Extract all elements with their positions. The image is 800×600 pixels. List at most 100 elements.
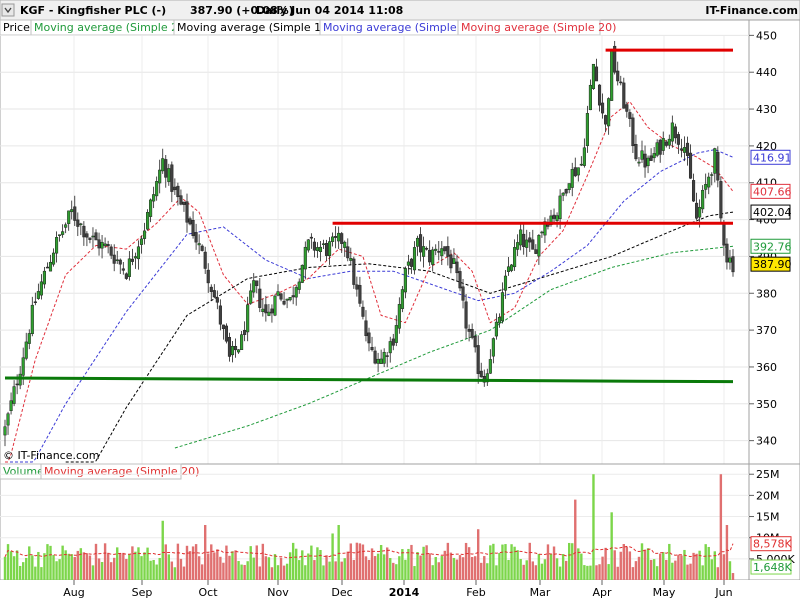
- volume-bar: [343, 558, 346, 580]
- volume-bar: [677, 554, 680, 580]
- volume-bar: [665, 559, 668, 580]
- candle-body: [400, 289, 404, 309]
- trend-lines: [4, 48, 734, 384]
- candle-body: [209, 286, 213, 292]
- candle-body: [652, 153, 656, 159]
- candle-body: [328, 241, 332, 257]
- volume-bar: [640, 543, 644, 580]
- volume-bar: [170, 561, 174, 580]
- volume-bar: [61, 545, 64, 580]
- candle-body: [552, 214, 556, 219]
- volume-bar: [340, 561, 343, 580]
- volume-bar: [525, 560, 528, 580]
- legend-sma100: Moving average (Simple 100): [177, 21, 339, 34]
- header-collapse-icon[interactable]: [1, 3, 15, 17]
- candle-body: [291, 295, 295, 298]
- candle-body: [619, 81, 623, 84]
- price-tick-label: 350: [756, 398, 777, 411]
- candle-body: [343, 241, 347, 248]
- candle-body: [264, 304, 268, 314]
- volume-bar: [207, 553, 210, 580]
- candle-body: [115, 259, 119, 262]
- time-axis-labels: Aug Sep Oct Nov Dec 2014 Feb Mar Apr May Jun: [63, 580, 733, 599]
- volume-bar: [486, 563, 489, 580]
- candle-body: [240, 334, 244, 350]
- value-tag-sma20: [750, 183, 791, 199]
- candle-body: [570, 169, 574, 188]
- volume-bar: [461, 557, 465, 580]
- candle-body: [70, 209, 74, 213]
- volume-bar: [716, 567, 720, 580]
- candle-body: [661, 138, 665, 151]
- candle-body: [543, 221, 547, 236]
- candle-body: [312, 241, 316, 251]
- volume-bar: [428, 553, 431, 580]
- candle-body: [91, 235, 95, 238]
- candle-body: [161, 158, 165, 172]
- time-tick-label: Nov: [267, 586, 289, 599]
- candle-body: [361, 306, 365, 317]
- volume-legend-bar: Volume Moving average (Simple 20): [0, 463, 199, 480]
- candle-body: [155, 181, 159, 197]
- candle-body: [585, 113, 589, 146]
- volume-bar: [361, 544, 365, 580]
- volume-bar: [349, 543, 352, 580]
- volume-bar: [519, 558, 522, 580]
- volume-bar: [634, 561, 638, 580]
- volume-bar: [555, 558, 559, 580]
- legend-volume-ma-tab[interactable]: [40, 463, 182, 480]
- candle-body: [582, 147, 586, 166]
- price-tick-label: 450: [756, 29, 777, 42]
- candle-body: [164, 159, 168, 178]
- candle-body: [191, 220, 195, 236]
- candle-body: [710, 174, 714, 176]
- candle-body: [127, 258, 131, 277]
- volume-bar: [6, 544, 10, 580]
- price-tick-label: 440: [756, 66, 777, 79]
- candle-body: [61, 231, 65, 235]
- candle-body: [464, 301, 468, 329]
- volume-bar: [373, 556, 377, 580]
- candle-body: [358, 285, 362, 304]
- candle-body: [616, 70, 620, 82]
- volume-bar: [455, 559, 459, 580]
- candle-body: [692, 180, 696, 202]
- volume-bar: [291, 542, 295, 580]
- volume-bar: [467, 547, 471, 580]
- candle-body: [130, 258, 134, 262]
- candle-body: [21, 357, 25, 376]
- volume-bar: [449, 552, 453, 580]
- volume-bar: [267, 557, 271, 580]
- candle-body: [698, 207, 702, 218]
- volume-last-tag-label: 1,648K: [753, 561, 792, 574]
- volume-bar: [379, 544, 383, 580]
- candle-body: [613, 45, 617, 73]
- candle-body: [370, 346, 374, 351]
- volume-bar: [97, 558, 101, 580]
- candle-body: [315, 247, 319, 251]
- candle-body: [634, 144, 638, 160]
- candle-body: [725, 243, 729, 263]
- period-date: Daily Jun 04 2014 11:08: [256, 4, 403, 17]
- volume-bar: [185, 545, 189, 580]
- volume-bar: [109, 562, 113, 580]
- volume-bar: [225, 545, 228, 580]
- volume-bar: [416, 552, 419, 580]
- candle-body: [282, 300, 286, 305]
- site-name: IT-Finance.com: [705, 4, 798, 17]
- candle-body: [276, 291, 280, 296]
- volume-bar: [561, 554, 565, 580]
- volume-bar: [646, 548, 650, 580]
- candle-body: [318, 246, 323, 252]
- candle-body: [285, 298, 289, 301]
- candle-body: [467, 328, 471, 332]
- volume-bar: [628, 551, 632, 580]
- candle-body: [701, 189, 705, 210]
- candle-body: [682, 147, 687, 153]
- candle-body: [206, 269, 210, 284]
- volume-bar: [707, 546, 710, 580]
- volume-bar: [731, 573, 735, 580]
- candle-body: [658, 139, 662, 155]
- volume-bar: [431, 565, 434, 580]
- candle-body: [376, 358, 380, 364]
